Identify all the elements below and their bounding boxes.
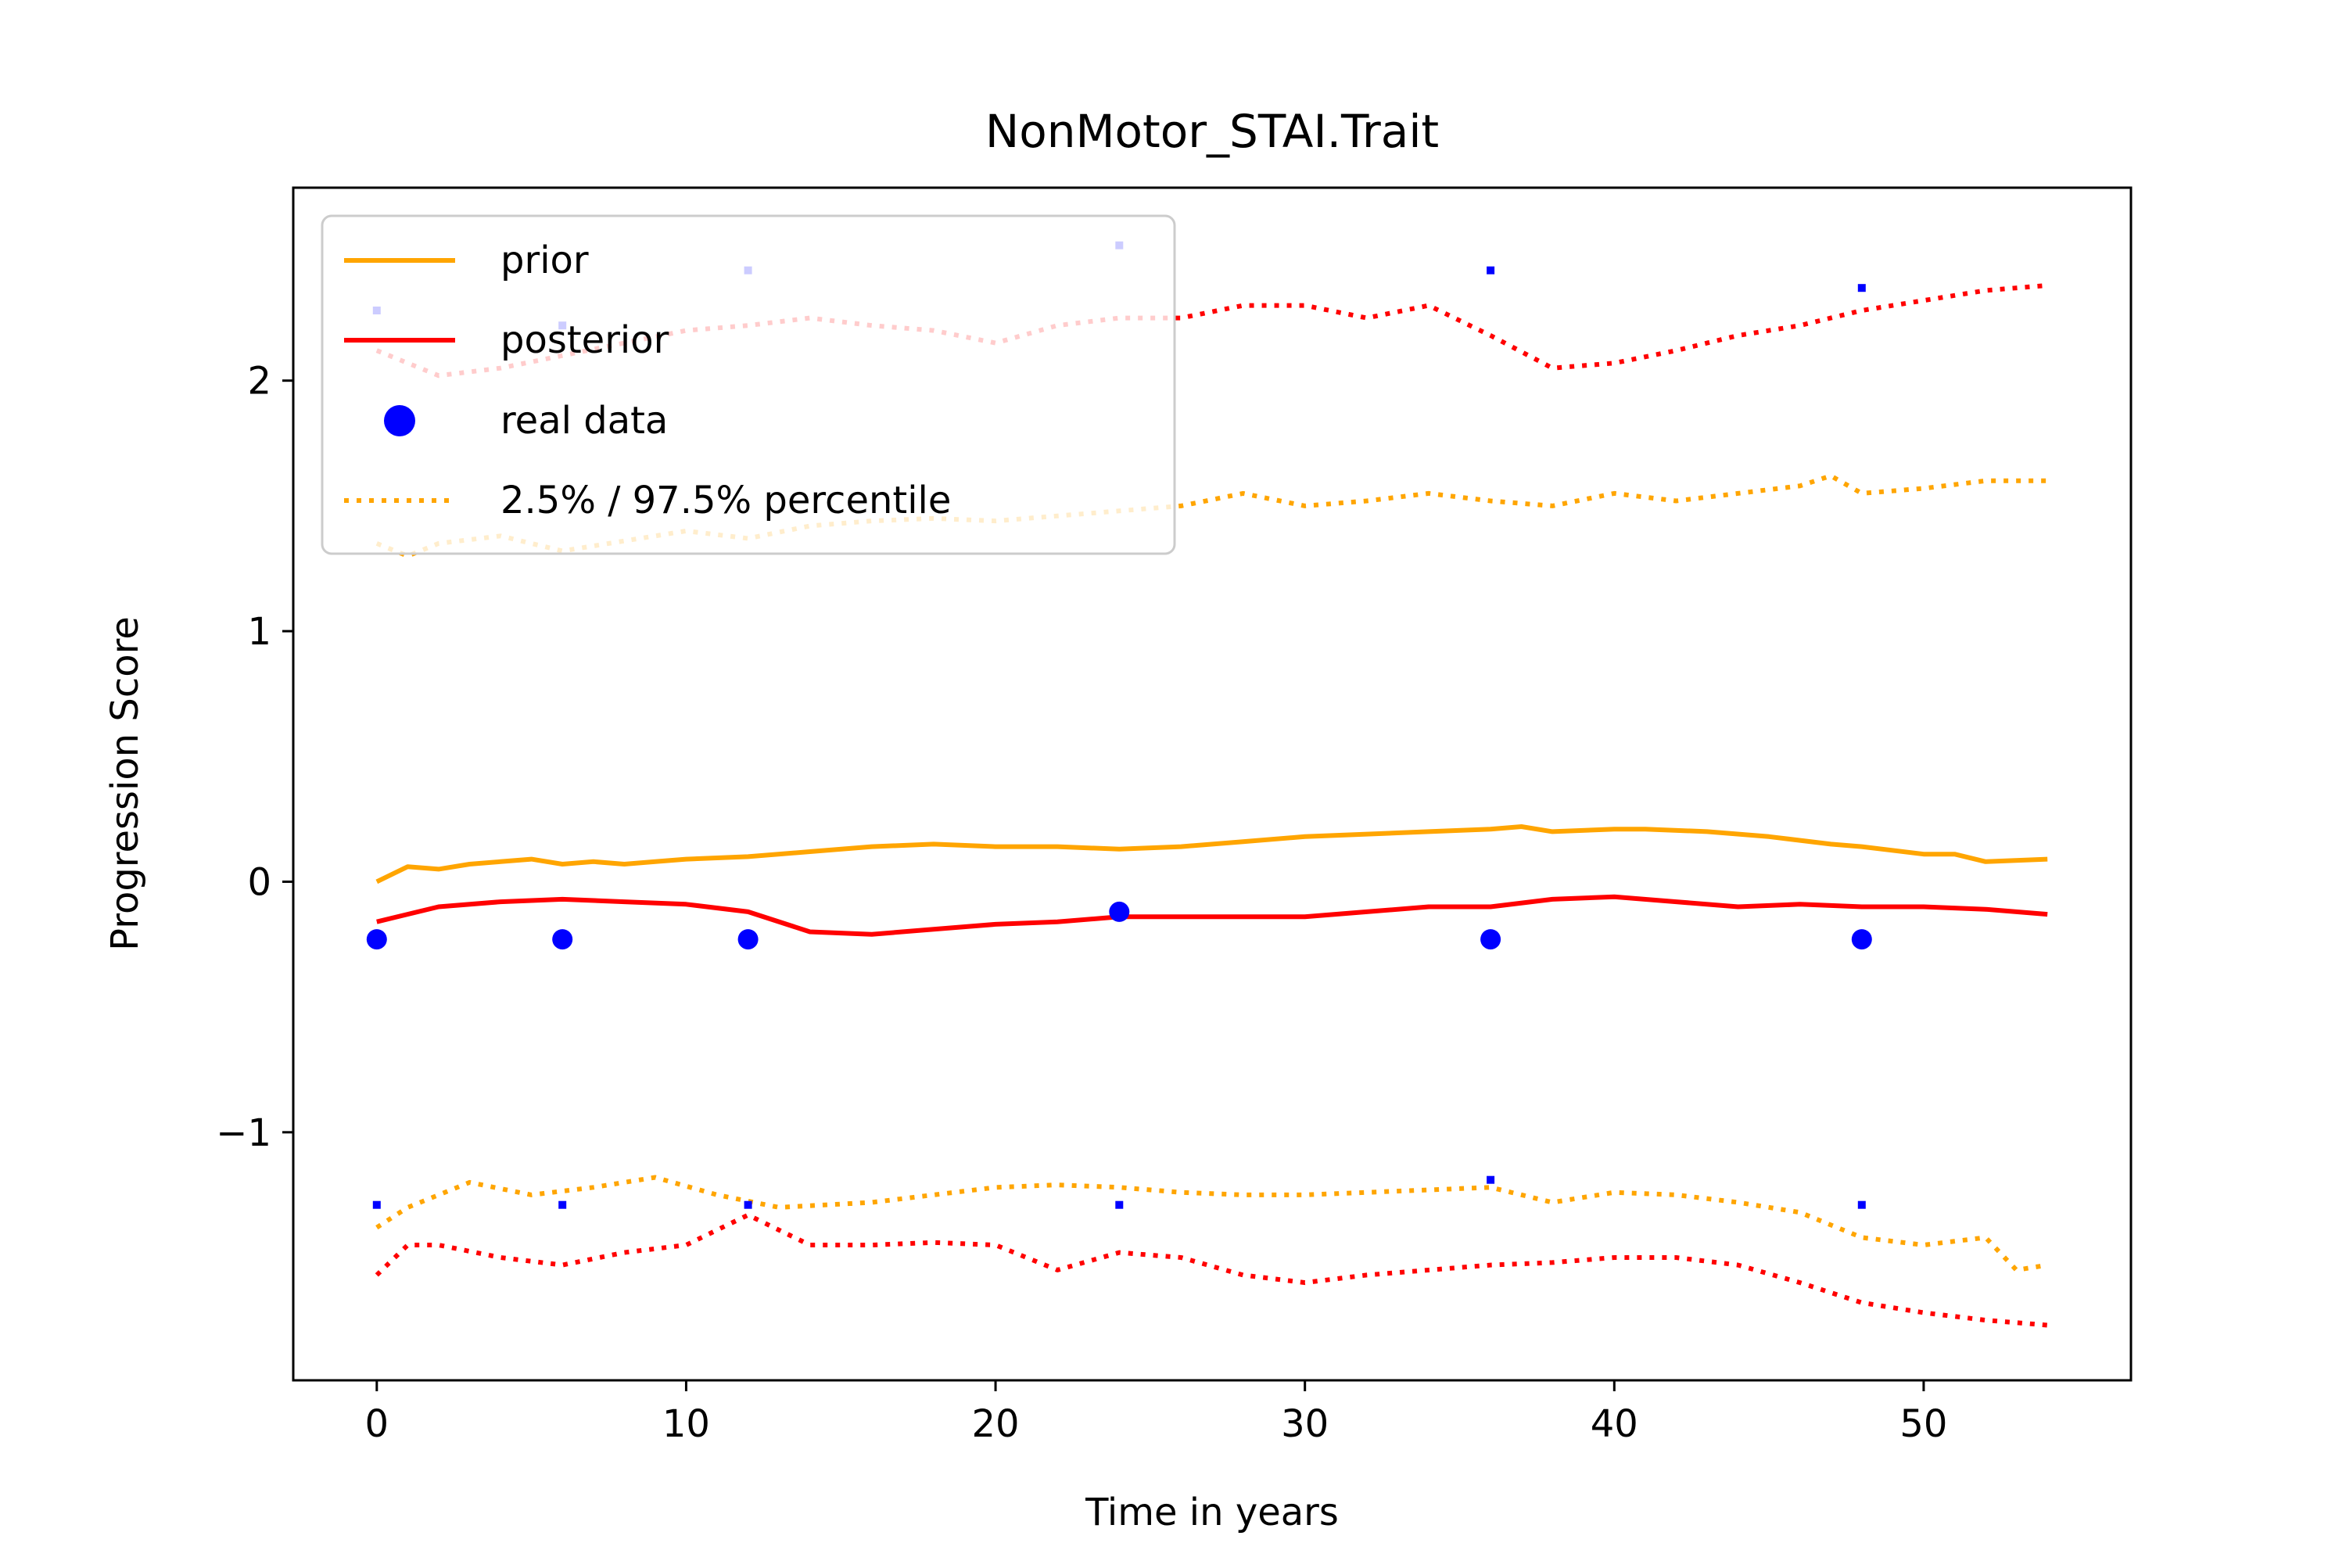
x-tick-label-4: 40 xyxy=(1591,1402,1638,1446)
small-marker-6 xyxy=(372,1200,381,1209)
x-tick-label-1: 10 xyxy=(662,1402,710,1446)
real-data-point-5 xyxy=(1851,929,1872,950)
small-marker-9 xyxy=(1115,1200,1124,1209)
real-data-point-2 xyxy=(737,929,759,950)
y-tick-label-3: 2 xyxy=(247,360,271,404)
x-tick-label-0: 0 xyxy=(365,1402,389,1446)
series-line-4 xyxy=(375,282,2048,379)
x-tick-label-5: 50 xyxy=(1899,1402,1947,1446)
plot-frame xyxy=(292,186,2133,1382)
x-axis-label: Time in years xyxy=(1085,1491,1339,1534)
y-axis-label: Progression Score xyxy=(103,616,147,951)
legend-prior-label: prior xyxy=(500,239,589,282)
small-marker-8 xyxy=(744,1200,752,1209)
chart-title: NonMotor_STAI.Trait xyxy=(985,105,1439,158)
series-layer xyxy=(375,282,2048,1328)
legend-percentile-label: 2.5% / 97.5% percentile xyxy=(500,479,951,522)
x-tick-label-2: 20 xyxy=(972,1402,1020,1446)
small-marker-10 xyxy=(1487,1175,1495,1184)
y-tick-label-2: 1 xyxy=(247,610,271,654)
small-marker-7 xyxy=(558,1200,567,1209)
legend-real-data-swatch xyxy=(384,405,415,436)
x-tick-label-3: 30 xyxy=(1281,1402,1329,1446)
small-marker-5 xyxy=(1857,284,1866,292)
y-tick-label-1: 0 xyxy=(247,860,271,904)
legend-real-data-label: real data xyxy=(500,399,668,443)
legend: prior posterior real data 2.5% / 97.5% p… xyxy=(321,214,1176,555)
real-data-point-1 xyxy=(552,929,573,950)
real-data-point-0 xyxy=(366,929,387,950)
y-tick-label-0: −1 xyxy=(216,1111,271,1155)
tick-layer: 0 10 20 30 40 50 −1 0 1 2 xyxy=(216,360,1947,1446)
series-line-3 xyxy=(375,1175,2048,1272)
real-data-point-3 xyxy=(1109,901,1130,922)
legend-box xyxy=(321,214,1176,555)
real-data-point-4 xyxy=(1480,929,1501,950)
series-line-0 xyxy=(375,824,2048,884)
small-marker-4 xyxy=(1487,266,1495,274)
legend-posterior-label: posterior xyxy=(500,318,669,362)
series-line-1 xyxy=(376,894,2048,937)
series-line-5 xyxy=(375,1212,2048,1328)
small-marker-11 xyxy=(1857,1200,1866,1209)
